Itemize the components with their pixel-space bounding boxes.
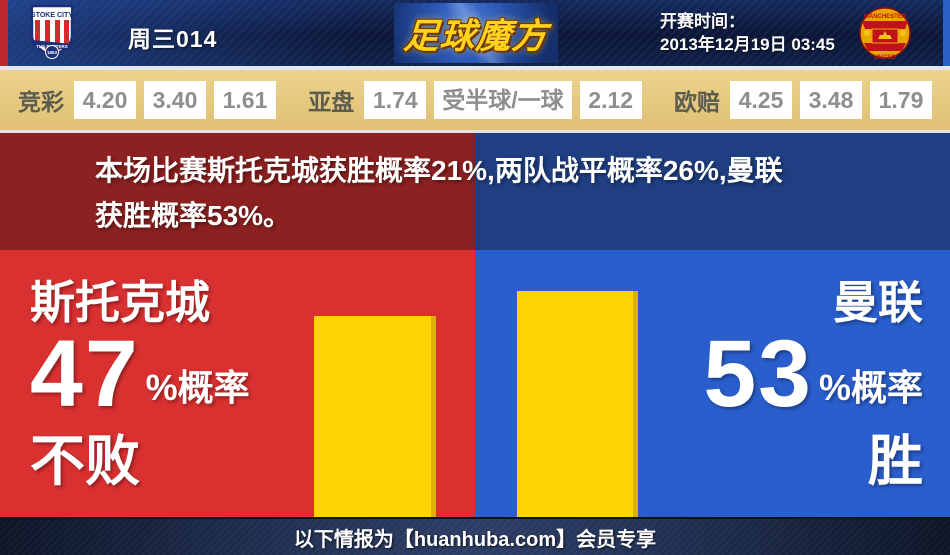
header-separator xyxy=(0,66,950,70)
odds-group-jingcai: 竞彩 4.20 3.40 1.61 xyxy=(18,81,276,119)
home-percent-suffix: %概率 xyxy=(145,367,250,408)
odds-label-jingcai: 竞彩 xyxy=(18,89,64,115)
kickoff-time-block: 开赛时间： 2013年12月19日 03:45 xyxy=(660,10,835,56)
away-team-block: 曼联 53 %概率 胜 xyxy=(703,277,923,492)
euro-odds-draw: 3.48 xyxy=(799,81,862,119)
odds-group-asian-handicap: 亚盘 1.74 受半球/一球 2.12 xyxy=(308,81,642,119)
probability-banner: 本场比赛斯托克城获胜概率21%,两队战平概率26%,曼联 获胜概率53%。 xyxy=(0,133,950,250)
odds-value-away-win: 1.61 xyxy=(214,81,276,119)
euro-odds-away: 1.79 xyxy=(869,81,932,119)
manchester-united-crest-icon: MANCHESTER UNITED xyxy=(858,5,912,66)
away-probability-bar xyxy=(517,291,638,517)
banner-line-1: 本场比赛斯托克城获胜概率21%,两队战平概率26%,曼联 xyxy=(95,155,783,186)
odds-value-home-win: 4.20 xyxy=(74,81,136,119)
kickoff-datetime: 2013年12月19日 03:45 xyxy=(660,35,835,54)
header-left-red-stripe xyxy=(0,0,8,66)
handicap-home-odds: 1.74 xyxy=(364,81,427,119)
footer-bar: 以下情报为【huanhuba.com】会员专享 xyxy=(0,517,950,555)
stoke-city-crest-icon: STOKE CITY THE POTTERS 1863 xyxy=(29,4,75,67)
away-percent-value: 53 xyxy=(703,321,813,427)
site-logo-panel: 足球魔方 xyxy=(394,3,558,63)
odds-label-yapan: 亚盘 xyxy=(308,89,355,115)
away-team-name: 曼联 xyxy=(832,277,923,328)
banner-text: 本场比赛斯托克城获胜概率21%,两队战平概率26%,曼联 获胜概率53%。 xyxy=(0,133,950,238)
manutd-crest-bottom-text: UNITED xyxy=(874,55,897,61)
home-probability-bar xyxy=(314,316,436,517)
header-bar: STOKE CITY THE POTTERS 1863 周三014 足球魔方 开… xyxy=(0,0,950,66)
kickoff-label: 开赛时间： xyxy=(660,12,745,31)
home-outcome: 不败 xyxy=(30,430,141,492)
site-logo-text: 足球魔方 xyxy=(402,16,550,56)
prediction-area: 斯托克城 47 %概率 不败 曼联 53 %概率 胜 xyxy=(0,250,950,517)
footer-text: 以下情报为【huanhuba.com】会员专享 xyxy=(293,528,657,551)
stoke-crest-year-text: 1863 xyxy=(47,50,58,55)
odds-separator xyxy=(0,130,950,133)
banner-red-half xyxy=(0,133,475,250)
away-percent-row: 53 %概率 xyxy=(703,321,923,427)
match-code: 周三014 xyxy=(128,26,218,52)
home-percent-value: 47 xyxy=(30,321,140,427)
stoke-crest-title-text: STOKE CITY xyxy=(31,12,73,19)
odds-label-oupei: 欧赔 xyxy=(673,89,720,115)
odds-bar: 竞彩 4.20 3.40 1.61 亚盘 1.74 受半球/一球 2.12 欧赔… xyxy=(0,70,950,130)
manutd-crest-top-text: MANCHESTER xyxy=(864,14,907,20)
header-right-blue-stripe xyxy=(943,0,950,66)
away-outcome: 胜 xyxy=(867,430,923,492)
banner-blue-half xyxy=(475,133,950,250)
banner-line-2: 获胜概率53%。 xyxy=(95,200,292,231)
home-percent-row: 47 %概率 xyxy=(30,321,250,427)
odds-value-draw: 3.40 xyxy=(144,81,206,119)
home-team-block: 斯托克城 47 %概率 不败 xyxy=(30,277,250,492)
home-team-name: 斯托克城 xyxy=(30,277,211,328)
handicap-line: 受半球/一球 xyxy=(434,81,572,119)
handicap-away-odds: 2.12 xyxy=(579,81,642,119)
away-percent-suffix: %概率 xyxy=(818,367,923,408)
odds-group-european: 欧赔 4.25 3.48 1.79 xyxy=(674,81,932,119)
euro-odds-home: 4.25 xyxy=(729,81,792,119)
